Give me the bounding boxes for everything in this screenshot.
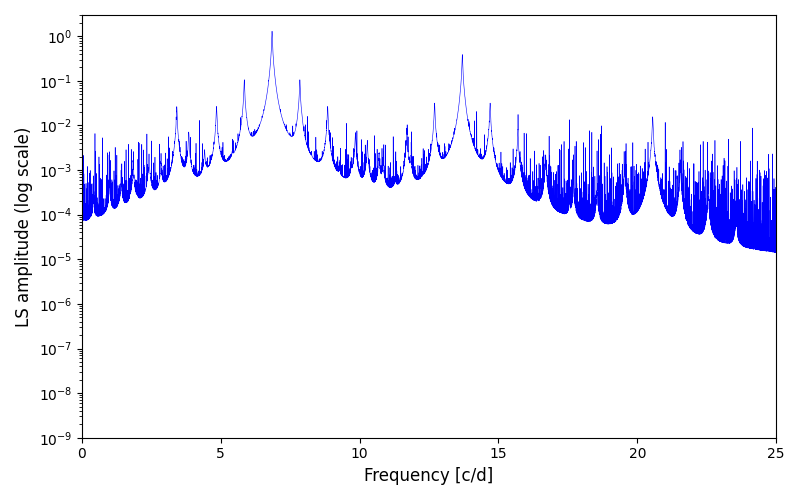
X-axis label: Frequency [c/d]: Frequency [c/d] — [364, 467, 494, 485]
Y-axis label: LS amplitude (log scale): LS amplitude (log scale) — [15, 126, 33, 326]
